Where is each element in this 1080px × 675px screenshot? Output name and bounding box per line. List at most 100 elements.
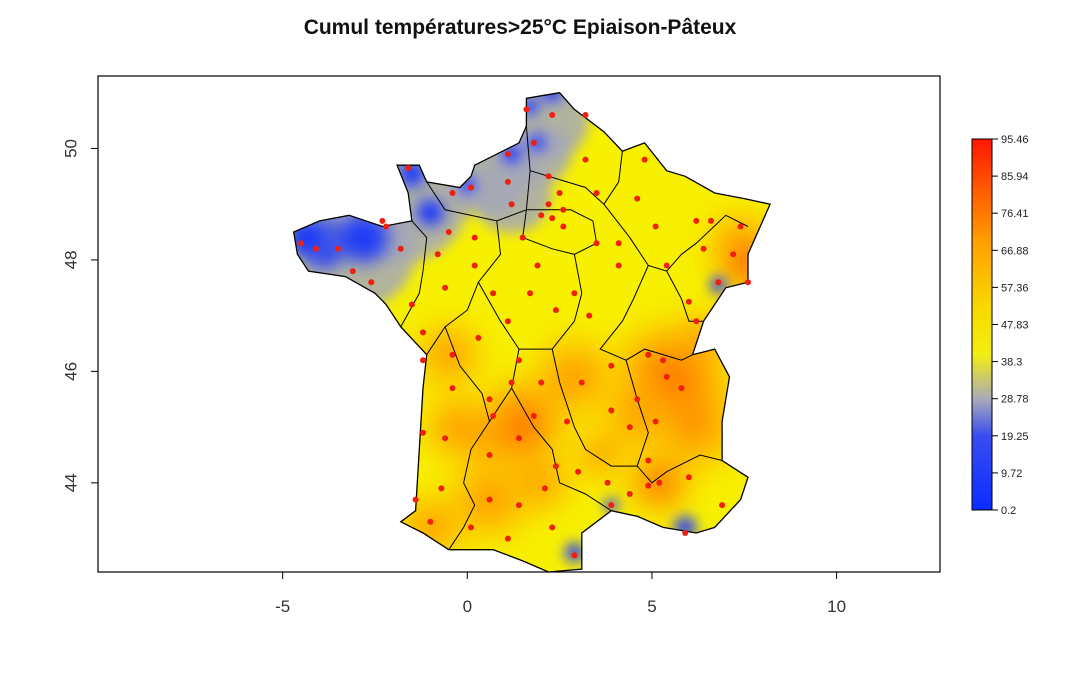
station-point	[427, 518, 434, 525]
station-point	[504, 151, 511, 157]
station-point	[530, 413, 537, 419]
station-point	[645, 351, 652, 358]
station-point	[312, 245, 319, 252]
station-point	[449, 385, 456, 392]
station-point	[715, 279, 722, 286]
station-point	[730, 251, 737, 258]
station-point	[486, 452, 493, 458]
station-point	[545, 173, 552, 180]
station-point	[685, 298, 692, 305]
station-point	[719, 502, 726, 509]
station-point	[538, 379, 545, 386]
station-point	[471, 234, 478, 241]
station-point	[652, 223, 659, 230]
y-tick-label: 46	[61, 362, 80, 381]
station-point	[523, 106, 530, 113]
station-points	[298, 106, 751, 559]
station-point	[516, 435, 522, 442]
station-point	[593, 190, 600, 196]
station-point	[538, 212, 545, 219]
station-point	[420, 329, 426, 336]
station-point	[564, 418, 570, 425]
station-point	[552, 307, 559, 314]
x-tick-label: 0	[463, 597, 472, 616]
station-point	[541, 485, 548, 492]
station-point	[527, 290, 534, 297]
station-point	[468, 524, 474, 531]
station-point	[508, 379, 515, 386]
station-point	[700, 245, 707, 252]
station-point	[615, 240, 622, 247]
station-point	[519, 234, 526, 241]
station-point	[545, 201, 552, 208]
station-point	[571, 290, 578, 297]
station-point	[656, 479, 663, 486]
station-point	[468, 184, 474, 191]
station-point	[678, 385, 685, 392]
station-point	[737, 223, 744, 230]
legend-tick-label: 9.72	[1001, 468, 1022, 480]
station-point	[516, 502, 522, 509]
station-point	[438, 485, 445, 492]
station-point	[634, 396, 641, 403]
station-point	[645, 482, 652, 489]
legend-tick-label: 0.2	[1001, 505, 1016, 517]
station-point	[626, 424, 633, 431]
station-point	[408, 301, 415, 308]
station-point	[368, 279, 375, 286]
station-point	[508, 201, 515, 208]
station-point	[504, 318, 511, 325]
station-point	[397, 245, 404, 252]
legend-tick-label: 66.88	[1001, 245, 1029, 257]
station-point	[645, 457, 652, 464]
station-point	[552, 463, 559, 470]
station-point	[660, 357, 666, 364]
station-point	[516, 357, 522, 364]
y-tick-label: 48	[61, 250, 80, 269]
legend-tick-label: 95.46	[1001, 134, 1029, 146]
station-point	[349, 268, 356, 275]
x-tick-label: 10	[827, 597, 846, 616]
station-point	[708, 217, 714, 224]
station-point	[571, 552, 578, 559]
station-point	[652, 418, 659, 425]
station-point	[578, 379, 585, 386]
station-point	[449, 190, 456, 196]
station-point	[608, 407, 615, 414]
legend-colorbar	[971, 138, 993, 511]
station-point	[420, 357, 426, 364]
station-point	[685, 474, 692, 481]
x-axis: -5 0 5 10	[275, 571, 846, 616]
station-point	[379, 217, 386, 224]
station-point	[641, 156, 648, 163]
station-point	[486, 396, 493, 403]
station-point	[298, 240, 305, 247]
station-point	[442, 435, 449, 442]
station-point	[412, 496, 419, 503]
color-legend: 95.46 85.94 76.41 66.88 57.36 47.83 38.3 28.78 1…	[971, 134, 1029, 517]
station-point	[549, 215, 556, 222]
station-point	[663, 262, 670, 269]
x-tick-label: 5	[647, 597, 656, 616]
station-point	[504, 178, 511, 185]
station-point	[504, 535, 511, 542]
station-point	[530, 139, 537, 146]
station-point	[745, 279, 751, 286]
station-point	[582, 112, 589, 118]
station-point	[475, 334, 482, 341]
station-point	[593, 240, 600, 247]
station-point	[442, 284, 449, 291]
station-point	[634, 195, 641, 202]
station-point	[490, 413, 497, 419]
station-point	[608, 502, 615, 509]
station-point	[626, 491, 633, 497]
station-point	[693, 318, 700, 325]
legend-tick-label: 76.41	[1001, 208, 1029, 220]
station-point	[405, 165, 412, 171]
station-point	[420, 429, 426, 436]
station-point	[682, 530, 689, 536]
station-point	[471, 262, 478, 269]
station-point	[383, 223, 390, 230]
station-point	[556, 190, 563, 196]
station-point	[434, 251, 441, 258]
